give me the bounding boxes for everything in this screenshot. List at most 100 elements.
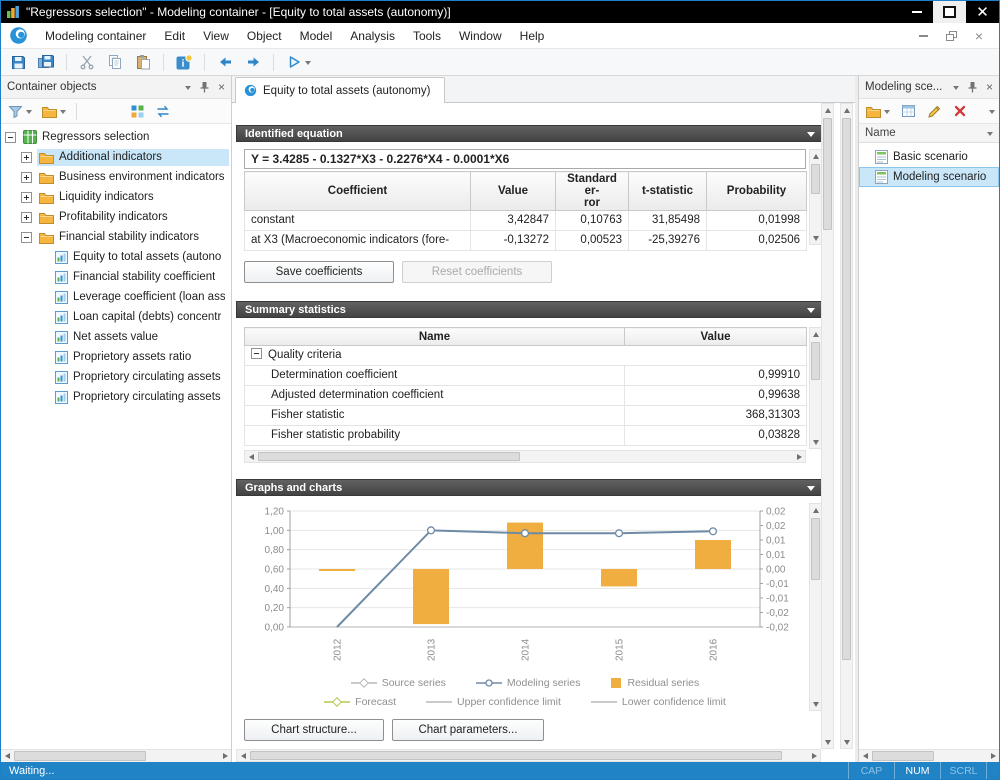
scroll-up-button[interactable] [810,150,822,162]
scroll-down-button[interactable] [822,736,834,748]
close-icon[interactable]: × [217,80,225,94]
summary-hscrollbar[interactable] [244,450,806,463]
scrollbar-thumb[interactable] [872,751,934,761]
tree-item[interactable]: Net assets value [1,327,231,347]
cut-button[interactable] [76,51,98,73]
summary-statistics-header[interactable]: Summary statistics [236,301,824,318]
content-hscrollbar[interactable] [236,749,821,762]
expander-icon[interactable] [21,191,32,203]
scroll-up-button[interactable] [841,104,853,116]
chart-structure-button[interactable]: Chart structure... [244,719,384,741]
content-scrollbar-inner[interactable] [821,103,834,749]
tree-item[interactable]: Regressors selection [1,127,231,147]
scroll-down-button[interactable] [841,736,853,748]
scroll-down-button[interactable] [810,232,822,244]
scrollbar-thumb[interactable] [811,342,820,380]
table-row[interactable]: Adjusted determination coefficient 0,9963… [244,385,807,406]
tree-item[interactable]: Loan capital (debts) concentr [1,307,231,327]
graphs-header[interactable]: Graphs and charts [236,479,824,496]
scenarios-hscrollbar[interactable] [859,749,999,762]
collapse-icon[interactable] [807,485,815,495]
expander-icon[interactable] [21,231,32,243]
objects-hscrollbar[interactable] [1,749,231,762]
column-header[interactable]: Standard er- ror [555,171,629,211]
scroll-right-button[interactable] [808,750,820,762]
scroll-down-button[interactable] [810,436,822,448]
reset-coefficients-button[interactable]: Reset coefficients [402,261,552,283]
tree-item[interactable]: Additional indicators [1,147,231,167]
tree-item[interactable]: Equity to total assets (autono [1,247,231,267]
scrollbar-thumb[interactable] [811,164,820,194]
new-folder-button[interactable] [39,100,69,122]
properties-button[interactable]: i [173,51,195,73]
menu-item[interactable]: Object [246,28,282,43]
edit-scenario-button[interactable] [923,100,945,122]
menu-item[interactable]: Edit [164,28,186,43]
close-icon[interactable]: × [985,80,993,94]
column-header[interactable]: t-statistic [628,171,707,211]
scenario-item[interactable]: Basic scenario [859,147,999,167]
expander-icon[interactable] [5,131,16,143]
menu-item[interactable]: Help [519,28,545,43]
scrollbar-thumb[interactable] [842,118,851,660]
column-header[interactable]: Coefficient [244,171,471,211]
expander-icon[interactable] [21,151,32,163]
scroll-up-button[interactable] [810,328,822,340]
expander-icon[interactable] [21,211,32,223]
expander-icon[interactable] [251,348,262,359]
scroll-up-button[interactable] [822,104,834,116]
copy-button[interactable] [104,51,126,73]
tree-item[interactable]: Proprietory assets ratio [1,347,231,367]
mdi-restore-icon[interactable] [945,30,957,41]
menu-item[interactable]: Window [458,28,502,43]
toolbar-overflow-icon[interactable] [989,106,995,117]
mdi-close-icon[interactable]: × [974,27,983,44]
chart-parameters-button[interactable]: Chart parameters... [392,719,544,741]
maximize-button[interactable] [933,1,966,23]
mdi-minimize-icon[interactable] [918,34,928,37]
identified-equation-header[interactable]: Identified equation [236,125,824,142]
open-folder-button[interactable] [863,100,893,122]
scrollbar-thumb[interactable] [258,452,520,461]
scroll-left-button[interactable] [245,451,257,463]
scroll-right-button[interactable] [219,750,231,762]
table-row[interactable]: Fisher statistic probability 0,03828 [244,425,807,446]
tree-item[interactable]: Proprietory circulating assets [1,367,231,387]
column-header[interactable]: Name [244,327,625,346]
chevron-down-icon[interactable] [305,60,311,68]
name-column-header[interactable]: Name [859,124,999,143]
table-row[interactable]: Fisher statistic 368,31303 [244,405,807,426]
filter-button[interactable] [5,100,35,122]
view-mode-button[interactable] [126,100,148,122]
scrollbar-thumb[interactable] [823,118,832,230]
column-header[interactable]: Probability [706,171,807,211]
table-row[interactable]: at X3 (Macroeconomic indicators (fore- -0… [244,230,807,251]
tree-item[interactable]: Profitability indicators [1,207,231,227]
pin-icon[interactable] [967,81,978,93]
scenario-table-button[interactable] [897,100,919,122]
panel-menu-icon[interactable] [952,82,959,93]
delete-scenario-button[interactable] [949,100,971,122]
back-button[interactable] [214,51,236,73]
tree-item[interactable]: Financial stability indicators [1,227,231,247]
paste-button[interactable] [132,51,154,73]
column-header[interactable]: Value [470,171,556,211]
scroll-up-button[interactable] [810,504,822,516]
scroll-down-button[interactable] [810,698,822,710]
scroll-right-button[interactable] [987,750,999,762]
tree-item[interactable]: Proprietory circulating assets [1,387,231,407]
minimize-button[interactable] [900,1,933,23]
scroll-left-button[interactable] [859,750,871,762]
scroll-left-button[interactable] [237,750,249,762]
menu-item[interactable]: View [203,28,229,43]
tab-equity[interactable]: Equity to total assets (autonomy) [235,77,446,103]
scenario-item[interactable]: Modeling scenario [859,167,999,187]
chevron-down-icon[interactable] [987,131,993,139]
tree-item[interactable]: Financial stability coefficient [1,267,231,287]
tree-item[interactable]: Business environment indicators [1,167,231,187]
close-button[interactable]: ✕ [976,3,989,21]
save-button[interactable] [7,51,29,73]
forward-button[interactable] [242,51,264,73]
table-row[interactable]: Determination coefficient 0,99910 [244,365,807,386]
collapse-icon[interactable] [807,307,815,317]
